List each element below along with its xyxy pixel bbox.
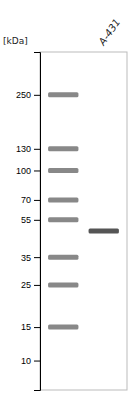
tick-mark [34, 361, 40, 362]
lane [89, 229, 119, 234]
y-axis: 250 130 100 70 55 35 25 15 10 [16, 53, 41, 391]
tick-label: 15 [21, 322, 31, 332]
tick-mark [34, 95, 40, 96]
tick: 35 [21, 253, 40, 263]
lane [48, 92, 78, 329]
band [48, 282, 78, 287]
tick: 100 [16, 166, 40, 176]
tick: 15 [21, 322, 40, 332]
tick-mark [34, 200, 40, 201]
chart: 250 130 100 70 55 35 25 15 10 [kDa] A-431 [0, 0, 135, 400]
axis-title: [kDa] [3, 36, 28, 46]
band [48, 168, 78, 173]
tick: 25 [21, 280, 40, 290]
axis-line [34, 53, 41, 391]
tick-label: 70 [21, 195, 31, 205]
tick: 70 [21, 195, 40, 205]
band [48, 146, 78, 151]
tick-label: 130 [16, 144, 31, 154]
plot: 250 130 100 70 55 35 25 15 10 [16, 52, 127, 391]
tick-label: 25 [21, 280, 31, 290]
tick-label: 35 [21, 253, 31, 263]
tick-mark [34, 285, 40, 286]
tick: 130 [16, 144, 40, 154]
band [48, 217, 78, 222]
bands [48, 92, 119, 329]
tick-mark [34, 220, 40, 221]
band [89, 229, 119, 234]
tick-label: 10 [21, 356, 31, 366]
band [48, 255, 78, 260]
band [48, 92, 78, 97]
title: A-431 [96, 17, 123, 48]
tick-mark [34, 170, 40, 171]
tick: 10 [21, 356, 40, 366]
band [48, 325, 78, 330]
tick-label: 250 [16, 90, 31, 100]
tick-label: 100 [16, 166, 31, 176]
tick-mark [34, 149, 40, 150]
tick: 55 [21, 215, 40, 225]
plot-frame [40, 52, 127, 390]
tick-mark [34, 257, 40, 258]
tick-label: 55 [21, 215, 31, 225]
tick-mark [34, 327, 40, 328]
band [48, 197, 78, 202]
tick: 250 [16, 90, 40, 100]
